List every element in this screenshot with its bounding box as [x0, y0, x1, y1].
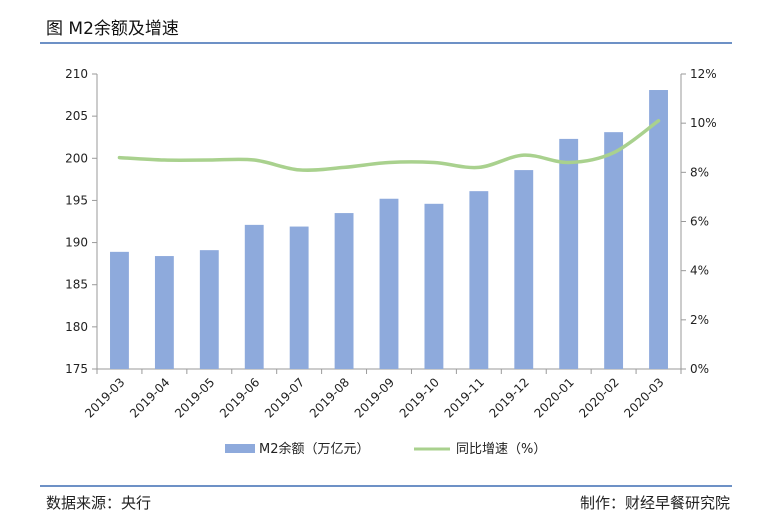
- bar-series: [110, 90, 668, 369]
- bar: [604, 132, 624, 369]
- left-tick-label: 175: [65, 362, 88, 376]
- bar: [199, 250, 219, 369]
- left-tick-label: 185: [65, 278, 88, 292]
- legend-bar-swatch: [225, 444, 255, 453]
- top-divider: [40, 42, 732, 44]
- left-tick-label: 210: [65, 67, 88, 81]
- right-tick-label: 8%: [690, 165, 709, 179]
- left-axis: 175 180 185 190 195 200 205 210: [65, 67, 98, 376]
- x-tick-label: 2019-11: [442, 375, 487, 420]
- bar: [559, 138, 579, 369]
- author-credit: 制作：财经早餐研究院: [579, 494, 730, 512]
- data-source: 数据来源：央行: [46, 494, 152, 512]
- right-tick-label: 6%: [690, 215, 709, 229]
- chart-title: 图 M2余额及增速: [46, 19, 179, 39]
- bar: [154, 256, 174, 369]
- legend-bar-label: M2余额（万亿元）: [259, 441, 370, 457]
- bar: [289, 226, 309, 369]
- left-tick-label: 190: [65, 236, 88, 250]
- x-tick-label: 2020-02: [576, 375, 621, 420]
- right-tick-label: 10%: [690, 116, 717, 130]
- x-tick-label: 2019-07: [262, 375, 307, 420]
- bar: [379, 198, 399, 369]
- x-tick-label: 2019-08: [307, 375, 352, 420]
- left-tick-label: 195: [65, 193, 88, 207]
- right-tick-label: 12%: [690, 67, 717, 81]
- x-tick-label: 2020-03: [621, 375, 666, 420]
- x-tick-label: 2019-04: [127, 375, 172, 420]
- x-tick-label: 2019-05: [172, 375, 217, 420]
- x-tick-label: 2019-03: [82, 375, 127, 420]
- x-tick-label: 2020-01: [531, 375, 576, 420]
- right-axis: 0% 2% 4% 6% 8% 10% 12%: [680, 67, 717, 376]
- right-tick-label: 0%: [690, 362, 709, 376]
- left-tick-label: 205: [65, 109, 88, 123]
- legend-line-label: 同比增速（%）: [456, 442, 546, 457]
- bar: [334, 213, 354, 369]
- x-axis: 2019-03 2019-04 2019-05 2019-06 2019-07 2019-…: [82, 368, 682, 421]
- right-tick-label: 2%: [690, 313, 709, 327]
- x-tick-label: 2019-10: [397, 375, 442, 420]
- x-tick-label: 2019-06: [217, 375, 262, 420]
- bar: [424, 203, 444, 369]
- bar: [244, 224, 264, 369]
- growth-line: [117, 118, 661, 172]
- right-tick-label: 4%: [690, 264, 709, 278]
- legend: M2余额（万亿元） 同比增速（%）: [225, 441, 546, 457]
- bar: [110, 251, 129, 369]
- bar: [514, 170, 534, 369]
- left-tick-label: 180: [65, 320, 88, 334]
- x-tick-label: 2019-12: [487, 375, 532, 420]
- line-series: [117, 118, 661, 172]
- bar: [649, 90, 668, 369]
- bar: [469, 191, 489, 369]
- left-tick-label: 200: [65, 151, 88, 165]
- bottom-divider: [40, 485, 732, 487]
- x-tick-label: 2019-09: [352, 375, 397, 420]
